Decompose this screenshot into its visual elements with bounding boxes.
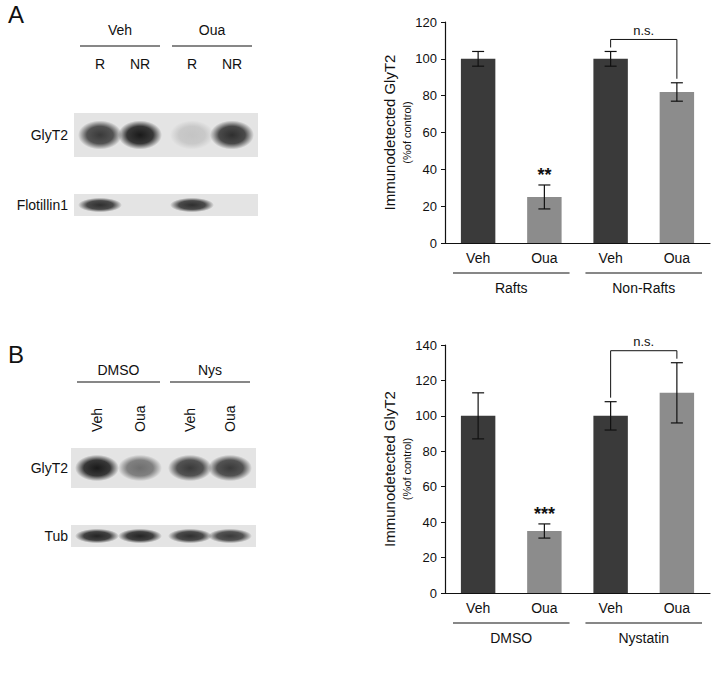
svg-text:***: ***	[534, 504, 555, 524]
svg-text:Oua: Oua	[199, 22, 226, 38]
svg-text:Rafts: Rafts	[495, 280, 528, 296]
svg-text:Veh: Veh	[89, 408, 105, 432]
svg-text:140: 140	[415, 338, 437, 353]
svg-text:40: 40	[423, 162, 437, 177]
svg-text:Veh: Veh	[108, 22, 132, 38]
svg-text:NR: NR	[222, 56, 242, 72]
svg-text:40: 40	[423, 515, 437, 530]
svg-text:NR: NR	[130, 56, 150, 72]
svg-text:Oua: Oua	[222, 405, 238, 432]
svg-text:Veh: Veh	[182, 408, 198, 432]
svg-text:Immunodetected GlyT2: Immunodetected GlyT2	[381, 55, 398, 211]
svg-text:DMSO: DMSO	[490, 630, 532, 646]
svg-text:B: B	[8, 341, 24, 368]
svg-text:20: 20	[423, 550, 437, 565]
svg-text:GlyT2: GlyT2	[31, 460, 69, 476]
svg-text:120: 120	[415, 373, 437, 388]
svg-text:Veh: Veh	[599, 600, 623, 616]
svg-text:Oua: Oua	[531, 250, 558, 266]
svg-text:80: 80	[423, 88, 437, 103]
svg-text:Nystatin: Nystatin	[618, 630, 669, 646]
svg-text:0: 0	[430, 586, 437, 601]
svg-text:R: R	[95, 56, 105, 72]
svg-text:60: 60	[423, 125, 437, 140]
svg-text:**: **	[537, 165, 551, 185]
svg-text:R: R	[187, 56, 197, 72]
svg-text:(%of control): (%of control)	[401, 438, 413, 500]
svg-text:80: 80	[423, 444, 437, 459]
svg-text:n.s.: n.s.	[633, 23, 654, 38]
svg-text:Veh: Veh	[466, 250, 490, 266]
svg-text:Immunodetected GlyT2: Immunodetected GlyT2	[381, 391, 398, 547]
svg-text:Oua: Oua	[664, 600, 691, 616]
svg-text:Oua: Oua	[531, 600, 558, 616]
svg-text:Oua: Oua	[132, 405, 148, 432]
svg-text:Oua: Oua	[664, 250, 691, 266]
svg-text:100: 100	[415, 51, 437, 66]
svg-text:DMSO: DMSO	[98, 362, 140, 378]
svg-text:0: 0	[430, 236, 437, 251]
svg-text:Flotillin1: Flotillin1	[17, 197, 69, 213]
svg-text:GlyT2: GlyT2	[31, 127, 69, 143]
svg-text:20: 20	[423, 199, 437, 214]
svg-text:Non-Rafts: Non-Rafts	[612, 280, 675, 296]
svg-text:120: 120	[415, 15, 437, 30]
svg-text:n.s.: n.s.	[633, 334, 654, 349]
svg-text:A: A	[8, 1, 24, 28]
svg-text:Tub: Tub	[44, 528, 68, 544]
svg-text:Veh: Veh	[599, 250, 623, 266]
svg-text:(%of control): (%of control)	[401, 101, 413, 163]
svg-text:100: 100	[415, 408, 437, 423]
svg-text:60: 60	[423, 479, 437, 494]
svg-text:Nys: Nys	[198, 362, 222, 378]
svg-text:Veh: Veh	[466, 600, 490, 616]
